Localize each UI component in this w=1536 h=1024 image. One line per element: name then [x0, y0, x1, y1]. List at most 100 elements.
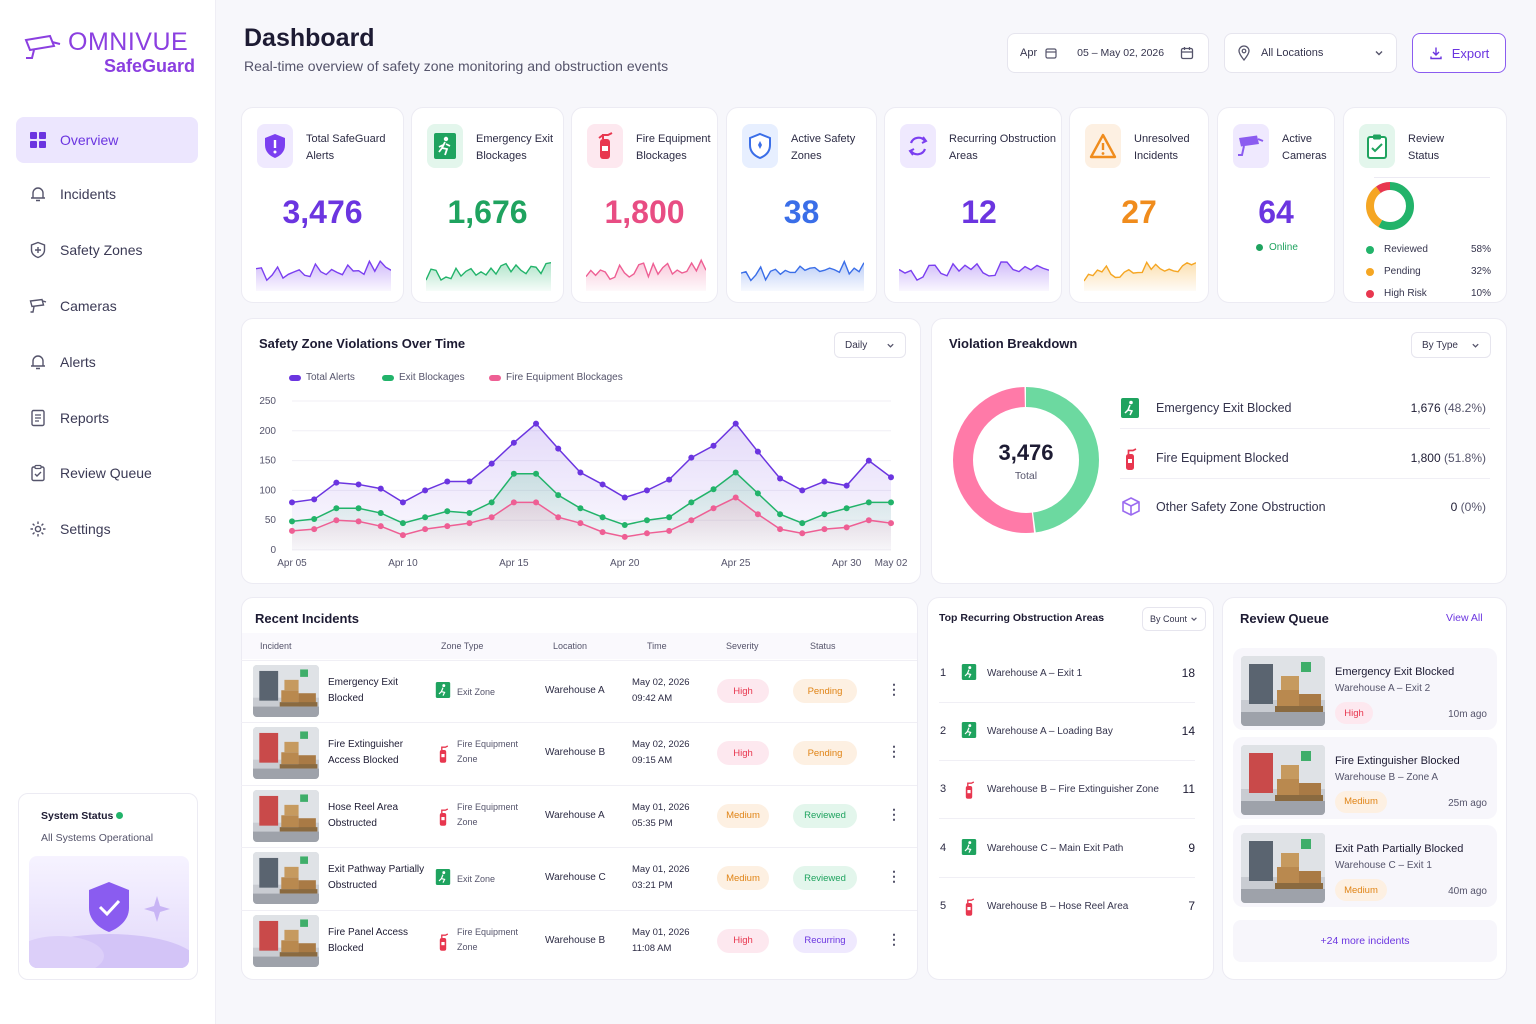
data-point[interactable] — [865, 499, 872, 506]
data-point[interactable] — [799, 520, 806, 527]
data-point[interactable] — [843, 505, 850, 512]
data-point[interactable] — [888, 474, 894, 481]
more-options-icon[interactable]: ⋮ — [887, 930, 901, 947]
more-options-icon[interactable]: ⋮ — [887, 681, 901, 697]
data-point[interactable] — [422, 514, 429, 521]
nav-item-review-queue[interactable]: Review Queue — [16, 450, 198, 496]
data-point[interactable] — [399, 520, 406, 527]
data-point[interactable] — [777, 526, 784, 533]
period-select[interactable]: Daily — [834, 332, 906, 358]
data-point[interactable] — [311, 496, 318, 503]
data-point[interactable] — [666, 476, 673, 483]
data-point[interactable] — [643, 517, 650, 524]
data-point[interactable] — [821, 511, 828, 518]
data-point[interactable] — [555, 445, 562, 452]
data-point[interactable] — [621, 494, 628, 501]
location-select[interactable]: All Locations — [1224, 33, 1397, 73]
brand-logo[interactable]: OMNIVUE SafeGuard — [24, 28, 195, 78]
data-point[interactable] — [510, 470, 517, 477]
data-point[interactable] — [399, 499, 406, 506]
kpi-card-review-status[interactable]: Review Status Reviewed 58% Pending 32% Hig… — [1343, 107, 1507, 303]
data-point[interactable] — [666, 527, 673, 534]
data-point[interactable] — [466, 510, 473, 517]
more-options-icon[interactable]: ⋮ — [887, 805, 901, 822]
data-point[interactable] — [643, 487, 650, 494]
review-thumbnail[interactable] — [1241, 744, 1325, 815]
table-row[interactable]: Emergency Exit Blocked Exit Zone Warehou… — [241, 660, 917, 722]
kpi-card-unresolved[interactable]: Unresolved Incidents 27 — [1069, 107, 1209, 303]
data-point[interactable] — [533, 420, 540, 427]
data-point[interactable] — [311, 516, 318, 523]
data-point[interactable] — [555, 514, 562, 521]
data-point[interactable] — [732, 494, 739, 501]
incident-thumbnail[interactable] — [253, 852, 319, 905]
data-point[interactable] — [533, 499, 540, 506]
data-point[interactable] — [422, 487, 429, 494]
recurring-area-row[interactable]: 5 Warehouse B – Hose Reel Area 7 — [927, 878, 1207, 936]
incident-thumbnail[interactable] — [253, 727, 319, 780]
view-all-link[interactable]: View All — [1446, 612, 1483, 624]
table-row[interactable]: Fire Extinguisher Access Blocked Fire Eq… — [241, 722, 917, 784]
nav-item-safety-zones[interactable]: Safety Zones — [16, 227, 198, 273]
data-point[interactable] — [732, 469, 739, 476]
data-point[interactable] — [510, 499, 517, 506]
data-point[interactable] — [355, 518, 362, 525]
data-point[interactable] — [821, 526, 828, 533]
data-point[interactable] — [643, 530, 650, 537]
kpi-card-cameras[interactable]: Active Cameras 64 Online — [1217, 107, 1335, 303]
more-incidents-link[interactable]: +24 more incidents — [1233, 920, 1497, 962]
data-point[interactable] — [799, 487, 806, 494]
data-point[interactable] — [377, 523, 384, 530]
data-point[interactable] — [666, 514, 673, 521]
recurring-area-row[interactable]: 2 Warehouse A – Loading Bay 14 — [927, 703, 1207, 762]
kpi-card-fire-equipment[interactable]: Fire Equipment Blockages 1,800 — [571, 107, 718, 303]
data-point[interactable] — [488, 499, 495, 506]
nav-item-overview[interactable]: Overview — [16, 117, 198, 163]
data-point[interactable] — [865, 517, 872, 524]
data-point[interactable] — [843, 524, 850, 531]
data-point[interactable] — [466, 520, 473, 527]
data-point[interactable] — [555, 492, 562, 499]
recurring-area-row[interactable]: 4 Warehouse C – Main Exit Path 9 — [927, 820, 1207, 878]
data-point[interactable] — [355, 505, 362, 512]
data-point[interactable] — [577, 520, 584, 527]
data-point[interactable] — [599, 514, 606, 521]
legend-exit-blockages[interactable]: Exit Blockages — [382, 372, 465, 383]
data-point[interactable] — [799, 530, 806, 537]
kpi-card-total-alerts[interactable]: Total SafeGuard Alerts 3,476 — [241, 107, 404, 303]
data-point[interactable] — [888, 499, 894, 506]
data-point[interactable] — [710, 442, 717, 449]
data-point[interactable] — [777, 511, 784, 518]
nav-item-reports[interactable]: Reports — [16, 395, 198, 441]
data-point[interactable] — [621, 533, 628, 540]
nav-item-cameras[interactable]: Cameras — [16, 283, 198, 329]
data-point[interactable] — [333, 517, 340, 524]
data-point[interactable] — [510, 439, 517, 446]
export-button[interactable]: Export — [1412, 33, 1506, 73]
nav-item-alerts[interactable]: Alerts — [16, 339, 198, 385]
data-point[interactable] — [599, 529, 606, 536]
more-options-icon[interactable]: ⋮ — [887, 868, 901, 885]
data-point[interactable] — [377, 485, 384, 492]
data-point[interactable] — [333, 505, 340, 512]
incident-thumbnail[interactable] — [253, 914, 319, 967]
recurring-mode-select[interactable]: By Count — [1142, 607, 1206, 631]
date-range-picker[interactable]: Apr 05 – May 02, 2026 — [1007, 33, 1209, 73]
legend-total-alerts[interactable]: Total Alerts — [289, 372, 355, 383]
data-point[interactable] — [289, 499, 295, 506]
data-point[interactable] — [444, 508, 451, 515]
data-point[interactable] — [865, 457, 872, 464]
data-point[interactable] — [888, 520, 894, 527]
data-point[interactable] — [710, 505, 717, 512]
data-point[interactable] — [821, 478, 828, 485]
breakdown-item-other[interactable]: Other Safety Zone Obstruction 0 (0%) — [1120, 488, 1490, 528]
data-point[interactable] — [577, 469, 584, 476]
breakdown-item-fire[interactable]: Fire Equipment Blocked 1,800 (51.8%) — [1120, 439, 1490, 479]
review-queue-item[interactable]: Fire Extinguisher Blocked Warehouse B – … — [1233, 736, 1497, 819]
data-point[interactable] — [444, 478, 451, 485]
data-point[interactable] — [422, 526, 429, 533]
review-thumbnail[interactable] — [1241, 656, 1325, 726]
data-point[interactable] — [688, 499, 695, 506]
data-point[interactable] — [377, 510, 384, 517]
data-point[interactable] — [599, 481, 606, 488]
